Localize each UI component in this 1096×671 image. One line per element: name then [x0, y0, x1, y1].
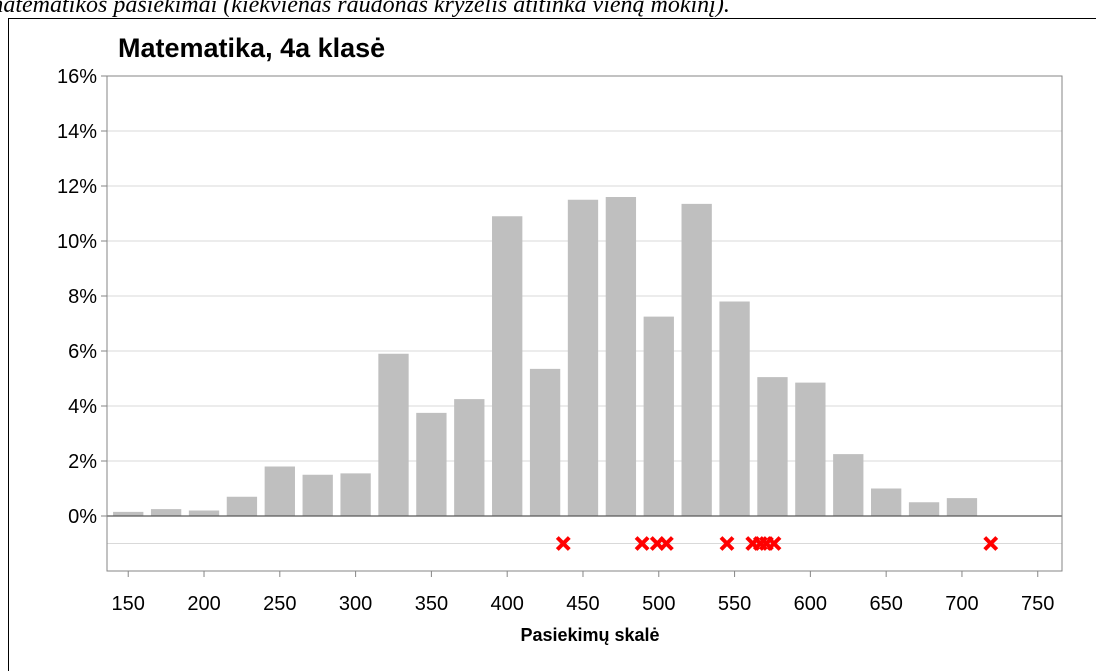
- y-tick-label: 10%: [57, 231, 97, 253]
- bar: [643, 316, 674, 516]
- x-tick-label: 500: [642, 593, 675, 615]
- bar: [529, 368, 561, 516]
- x-tick-label: 400: [491, 593, 524, 615]
- chart-title: Matematika, 4a klasė: [118, 33, 385, 63]
- bar: [908, 502, 940, 516]
- x-tick-label: 250: [263, 593, 296, 615]
- bar: [378, 353, 409, 516]
- bar: [719, 301, 750, 516]
- bar: [302, 474, 333, 516]
- bar: [264, 466, 295, 516]
- x-tick-label: 550: [718, 593, 751, 615]
- x-tick-label: 150: [112, 593, 145, 615]
- bar: [681, 203, 712, 516]
- bar: [757, 377, 788, 516]
- x-tick-label: 350: [415, 593, 448, 615]
- bar: [150, 509, 182, 516]
- y-tick-label: 6%: [68, 341, 97, 363]
- y-tick-label: 0%: [68, 506, 97, 528]
- bar: [567, 199, 599, 516]
- bar: [454, 399, 485, 516]
- y-tick-label: 2%: [68, 451, 97, 473]
- bar: [795, 382, 826, 516]
- cross-marker: [634, 536, 650, 551]
- bar: [416, 412, 447, 516]
- x-tick-label: 200: [187, 593, 220, 615]
- x-tick-label: 650: [869, 593, 902, 615]
- x-axis-label: Pasiekimų skalė: [520, 625, 659, 645]
- bar: [946, 498, 978, 516]
- x-tick-label: 600: [794, 593, 827, 615]
- bar: [226, 496, 258, 516]
- chart-frame: [8, 18, 1096, 671]
- y-tick-label: 8%: [68, 286, 97, 308]
- y-tick-label: 4%: [68, 396, 97, 418]
- caption: matematikos pasiekimai (kiekvienas raudo…: [0, 0, 730, 18]
- y-tick-label: 16%: [57, 66, 97, 88]
- bar: [492, 216, 523, 516]
- x-tick-label: 700: [945, 593, 978, 615]
- bar: [605, 197, 637, 516]
- bar: [340, 473, 371, 516]
- x-tick-label: 450: [566, 593, 599, 615]
- cross-marker: [983, 536, 999, 551]
- x-tick-label: 300: [339, 593, 372, 615]
- bar: [188, 510, 220, 516]
- cross-marker: [555, 536, 571, 551]
- y-tick-label: 12%: [57, 176, 97, 198]
- y-tick-label: 14%: [57, 121, 97, 143]
- cross-marker: [658, 536, 674, 551]
- cross-marker: [766, 536, 782, 551]
- x-tick-label: 750: [1021, 593, 1054, 615]
- bar: [833, 454, 864, 516]
- plot-border: [106, 75, 1063, 572]
- bar: [871, 488, 902, 516]
- cross-marker: [719, 536, 735, 551]
- bar: [113, 511, 144, 516]
